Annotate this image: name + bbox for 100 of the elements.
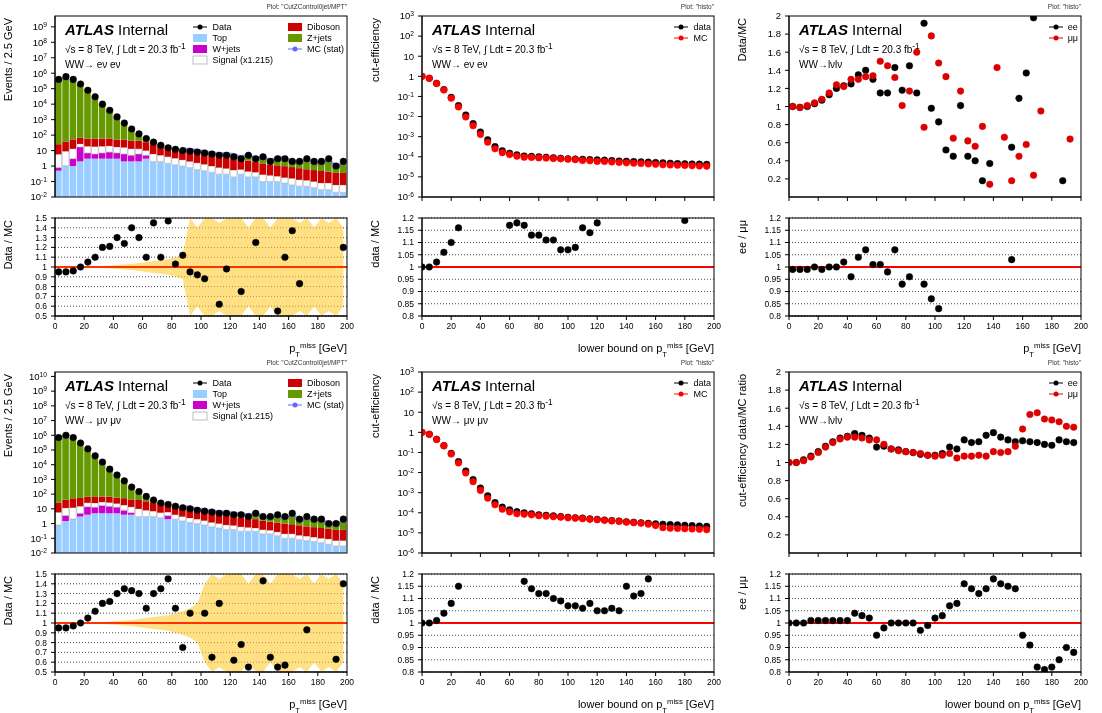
x-tick-label: 80	[167, 320, 177, 331]
y-axis-title: data / MC	[369, 575, 381, 624]
x-tick-label: 100	[927, 676, 943, 687]
x-tick-label: 20	[446, 320, 457, 331]
x-tick-label: 20	[79, 320, 90, 331]
x-tick-label: 120	[590, 320, 605, 331]
y-tick-label: 10	[403, 406, 414, 418]
y-tick-label: 0.8	[35, 637, 48, 648]
y-tick-label: 1.05	[764, 605, 782, 616]
x-tick-label: 100	[560, 320, 576, 331]
y-tick-label: 0.6	[767, 493, 781, 505]
x-tick-label: 100	[560, 676, 576, 687]
y-tick-label: 0.8	[767, 474, 781, 486]
annotation: WW→ μν μν	[432, 414, 489, 428]
y-tick-label: 1.05	[397, 249, 415, 260]
y-tick-label: 0.8	[402, 310, 415, 321]
annotation: √s = 8 TeV, ∫ Ldt = 20.3 fb$^{-1}$	[65, 40, 186, 57]
x-tick-label: 0	[419, 676, 425, 687]
y-tick-label: 0.95	[397, 274, 415, 285]
y-tick-label: 0.85	[397, 298, 415, 309]
y-tick-label: 1	[776, 617, 782, 628]
y-tick-label: 0.6	[35, 657, 48, 668]
y-tick-label: 0.4	[767, 155, 781, 167]
legend-label: Z+jets	[307, 33, 332, 43]
y-tick-label: 1.4	[767, 64, 781, 76]
y-tick-label: 0.9	[402, 286, 415, 297]
y-tick-label: 10$^{-5}$	[397, 526, 415, 539]
y-tick-label: 1	[41, 160, 47, 172]
x-tick-label: 180	[677, 320, 693, 331]
x-tick-label: 140	[986, 676, 1001, 687]
x-tick-label: 0	[786, 676, 792, 687]
y-tick-label: 1.15	[764, 581, 782, 592]
y-tick-label: 10$^{-3}$	[397, 486, 415, 498]
y-tick-label: 10$^{9}$	[32, 384, 48, 397]
y-tick-label: 1.15	[764, 225, 782, 236]
legend-label: Data	[212, 22, 232, 32]
x-tick-label: 160	[281, 676, 296, 687]
y-tick-label: 1.4	[767, 420, 781, 432]
y-tick-label: 1.5	[35, 568, 48, 579]
y-tick-label: 1	[409, 261, 415, 272]
y-tick-label: 1.1	[35, 252, 48, 263]
x-tick-label: 160	[281, 320, 296, 331]
legend-label: MC (stat)	[307, 44, 344, 54]
y-tick-label: 10$^{4}$	[32, 98, 48, 110]
legend-label: data	[693, 22, 711, 32]
x-tick-label: 160	[1015, 676, 1030, 687]
y-tick-label: 0.6	[767, 137, 781, 149]
x-tick-label: 140	[252, 320, 267, 331]
y-tick-label: 10$^{-5}$	[397, 170, 415, 183]
y-tick-label: 1.3	[35, 232, 48, 243]
annotation: WW→ eν eν	[65, 58, 122, 72]
y-tick-label: 1.05	[764, 249, 782, 260]
x-tick-label: 20	[446, 676, 457, 687]
y-tick-label: 10$^{3}$	[399, 365, 415, 378]
annotation: Internal	[485, 377, 536, 394]
x-tick-label: 0	[419, 320, 425, 331]
x-tick-label: 40	[108, 320, 119, 331]
y-tick-label: 10$^{-1}$	[30, 532, 48, 544]
x-tick-label: 140	[619, 320, 634, 331]
x-axis-title: lower bound on p$_{T}$$^{miss}$ [GeV]	[944, 696, 1081, 713]
y-tick-label: 10$^{6}$	[32, 67, 48, 79]
y-tick-label: 10	[403, 50, 414, 62]
y-tick-label: 2	[775, 366, 781, 378]
y-tick-label: 0.9	[769, 642, 782, 653]
y-tick-label: 1.2	[767, 82, 781, 94]
y-tick-label: 10$^{-2}$	[397, 110, 415, 122]
x-tick-label: 40	[475, 320, 486, 331]
annotation: ATLAS	[799, 21, 848, 38]
annotation: Internal	[852, 377, 903, 394]
y-tick-label: 10$^{2}$	[399, 385, 415, 398]
y-tick-label: 1.2	[769, 212, 782, 223]
y-tick-label: 10$^{10}$	[29, 370, 48, 382]
y-tick-label: 0.85	[764, 654, 782, 665]
x-axis-title: p$_{T}$$^{miss}$ [GeV]	[1023, 340, 1081, 359]
x-tick-label: 200	[1073, 320, 1089, 331]
annotation: ATLAS	[65, 21, 114, 38]
legend-label: MC	[693, 389, 708, 399]
y-tick-label: 0.95	[764, 274, 782, 285]
legend-label: Z+jets	[307, 389, 332, 399]
x-tick-label: 140	[986, 320, 1001, 331]
y-tick-label: 1.5	[35, 212, 48, 223]
legend-label: MC	[693, 33, 708, 43]
annotation: WW→lνlν	[799, 58, 844, 72]
legend-label: data	[693, 378, 711, 388]
y-tick-label: 10$^{8}$	[32, 399, 48, 412]
x-tick-label: 200	[339, 320, 355, 331]
x-tick-label: 200	[706, 676, 722, 687]
y-tick-label: 1.1	[35, 608, 48, 619]
y-tick-label: 0.7	[35, 647, 48, 658]
y-tick-label: 10$^{-1}$	[397, 446, 415, 458]
y-tick-label: 1.1	[402, 237, 415, 248]
y-tick-label: 10$^{-2}$	[397, 466, 415, 478]
y-tick-label: 10$^{-6}$	[397, 190, 415, 203]
y-tick-label: 10$^{2}$	[32, 487, 48, 500]
annotation: WW→ eν eν	[432, 58, 489, 72]
y-tick-label: 10$^{-2}$	[30, 190, 48, 203]
y-tick-label: 1.6	[767, 402, 781, 414]
legend-label: μμ	[1067, 33, 1078, 43]
y-axis-title: cut-efficiency data/MC ratio	[736, 374, 748, 508]
y-axis-title: Events / 2.5 GeV	[2, 373, 14, 458]
